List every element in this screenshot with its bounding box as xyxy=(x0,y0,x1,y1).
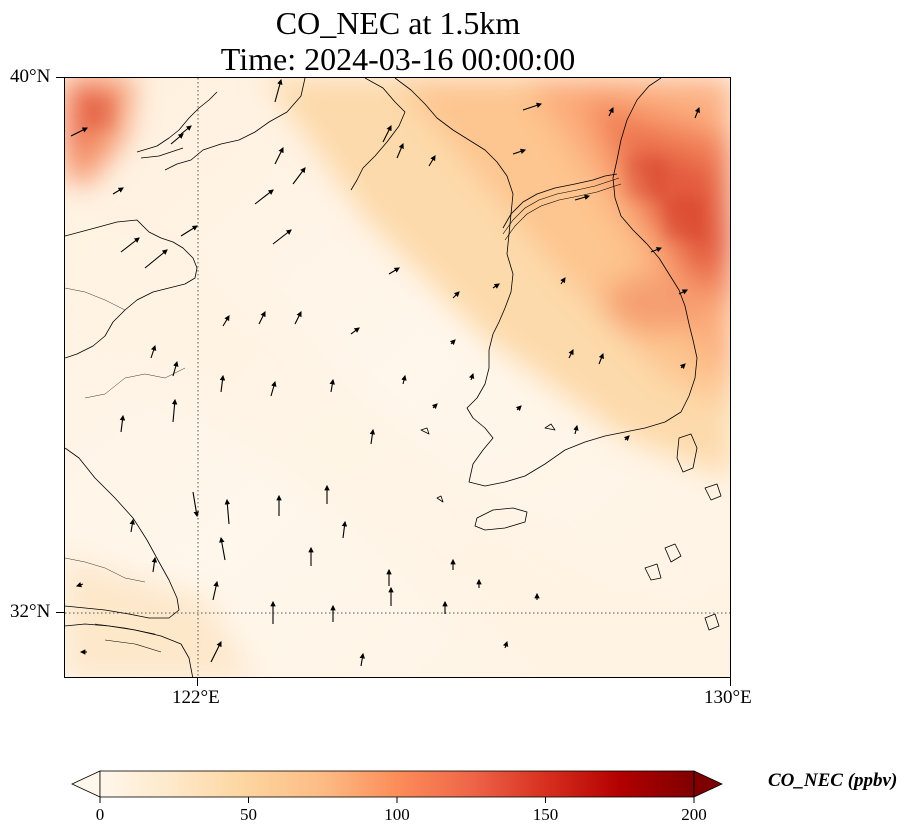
colorbar-gradient xyxy=(99,770,695,798)
wind-vector-arrow xyxy=(272,229,292,245)
wind-vector-arrow xyxy=(180,125,192,135)
wind-vector-arrow xyxy=(341,520,348,539)
wind-vector-arrow xyxy=(210,641,222,663)
lat-tick-label-32: 32°N xyxy=(10,601,51,622)
wind-vector-arrow xyxy=(679,363,686,370)
wind-vector-arrow xyxy=(119,414,126,433)
wind-vector-arrow xyxy=(292,167,306,185)
map-title-line1: CO_NEC at 1.5km xyxy=(275,5,521,41)
wind-vector-arrow xyxy=(171,398,178,423)
wind-vector-arrow xyxy=(401,374,407,385)
wind-vector-arrow xyxy=(449,339,456,346)
wind-vector-arrow xyxy=(212,580,219,601)
wind-vector-arrow xyxy=(294,311,302,325)
lat-tick-label-40: 40°N xyxy=(10,66,51,87)
wind-vector-arrow xyxy=(151,556,158,573)
wind-vector-arrow xyxy=(112,187,124,195)
wind-vector-arrow xyxy=(224,498,231,525)
lat-tick-mark-40 xyxy=(56,77,64,78)
colorbar-tick-150: 150 xyxy=(532,805,559,824)
wind-vector-arrow xyxy=(192,491,199,518)
wind-vector-arrow xyxy=(468,372,475,381)
wind-vector-arrow xyxy=(144,249,168,269)
colorbar-canvas xyxy=(71,770,723,803)
wind-vector-arrow xyxy=(623,435,630,442)
wind-vector-arrow xyxy=(431,403,438,410)
wind-vector-arrow xyxy=(180,225,198,237)
wind-vector-arrow xyxy=(678,289,688,295)
wind-vector-arrow xyxy=(598,352,604,365)
wind-vector-arrow xyxy=(369,428,376,445)
wind-vector-arrow xyxy=(382,125,392,143)
wind-vector-arrow xyxy=(522,102,543,111)
colorbar-tick-50: 50 xyxy=(240,805,257,824)
wind-vector-arrow xyxy=(254,189,274,205)
colorbar-tick-200: 200 xyxy=(681,805,707,824)
wind-vector-arrow xyxy=(428,155,436,167)
wind-vector-arrow xyxy=(492,283,500,289)
coastlines xyxy=(65,78,722,677)
wind-vector-arrow xyxy=(502,640,509,649)
wind-vector-arrow xyxy=(129,518,135,533)
wind-vector-arrow xyxy=(222,315,230,327)
wind-vector-arrow xyxy=(573,424,579,435)
wind-vector-arrow xyxy=(219,536,226,561)
wind-vector-arrow xyxy=(350,327,360,335)
wind-vector-arrow xyxy=(515,405,522,412)
lat-tick-mark-32 xyxy=(56,612,64,613)
map-title-line2: Time: 2024-03-16 00:00:00 xyxy=(220,41,576,77)
wind-vector-arrow xyxy=(608,107,614,117)
wind-vector-arrow xyxy=(150,344,157,359)
wind-vector-arrow xyxy=(172,360,179,377)
lon-tick-mark-130 xyxy=(730,678,731,686)
wind-vector-arrow xyxy=(388,267,400,275)
wind-vector-arrow xyxy=(274,147,284,165)
colorbar-extend-max xyxy=(693,770,723,798)
wind-vector-arrow xyxy=(512,148,527,155)
wind-vector-arrow xyxy=(70,127,88,137)
wind-vector-arrow xyxy=(694,106,700,119)
lon-tick-mark-122 xyxy=(197,678,198,686)
wind-vector-arrow xyxy=(270,380,277,397)
wind-vector-arrow xyxy=(75,581,84,588)
map-panel[interactable] xyxy=(64,77,731,678)
province-borders xyxy=(65,287,186,583)
wind-vector-arrow xyxy=(452,291,460,299)
wind-vector-arrow xyxy=(359,652,365,667)
colorbar-tick-0: 0 xyxy=(95,805,105,824)
colorbar-label: CO_NEC (ppbv) xyxy=(768,770,898,791)
wind-vector-arrow xyxy=(120,237,140,253)
wind-vector-arrow xyxy=(170,133,184,145)
wind-vector-arrow xyxy=(329,378,335,393)
wind-vector-arrow xyxy=(574,194,591,201)
lon-tick-label-130: 130°E xyxy=(704,687,752,708)
concentration-field xyxy=(65,78,730,677)
wind-vector-arrow xyxy=(396,142,404,159)
wind-vector-arrow xyxy=(650,247,663,253)
colorbar-extend-min xyxy=(71,770,101,798)
wind-vector-arrow xyxy=(568,349,574,359)
lon-tick-label-122: 122°E xyxy=(172,687,220,708)
wind-vectors xyxy=(70,78,700,667)
colorbar: 0 50 100 150 200 CO_NEC (ppbv) xyxy=(0,760,920,836)
colorbar-tick-100: 100 xyxy=(384,805,410,824)
map-canvas xyxy=(65,78,730,677)
wind-vector-arrow xyxy=(274,78,283,103)
wind-vector-arrow xyxy=(258,311,266,325)
wind-vector-arrow xyxy=(219,374,226,393)
wind-vector-arrow xyxy=(560,277,566,285)
gridlines xyxy=(65,78,730,677)
